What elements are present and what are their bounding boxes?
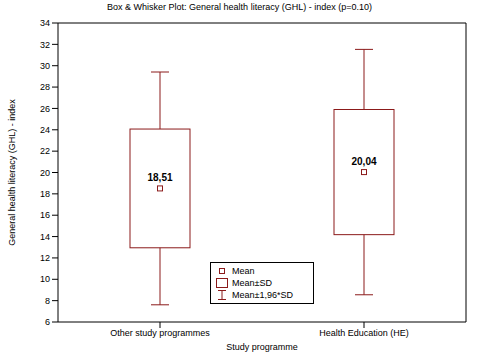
svg-text:6: 6 (45, 317, 50, 327)
svg-text:24: 24 (40, 125, 50, 135)
svg-text:12: 12 (40, 253, 50, 263)
svg-text:16: 16 (40, 210, 50, 220)
svg-text:Health Education (HE): Health Education (HE) (319, 328, 409, 338)
svg-text:8: 8 (45, 296, 50, 306)
svg-text:Other study programmes: Other study programmes (110, 328, 210, 338)
svg-text:20: 20 (40, 168, 50, 178)
html-text:Mean±SD: Mean±SD (232, 278, 272, 288)
svg-text:30: 30 (40, 61, 50, 71)
svg-text:26: 26 (40, 104, 50, 114)
svg-text:14: 14 (40, 232, 50, 242)
svg-text:18,51: 18,51 (147, 172, 172, 183)
svg-text:18: 18 (40, 189, 50, 199)
svg-text:10: 10 (40, 274, 50, 284)
svg-text:20,04: 20,04 (351, 156, 376, 167)
svg-text:Study programme: Study programme (226, 342, 298, 352)
html-text:Mean±1,96*SD: Mean±1,96*SD (232, 290, 293, 300)
svg-text:General health literacy (GHL): General health literacy (GHL) - index (8, 99, 17, 246)
svg-text:28: 28 (40, 82, 50, 92)
svg-text:22: 22 (40, 146, 50, 156)
html-text:Mean: Mean (232, 266, 255, 276)
html-text:Box & Whisker Plot: General he: Box & Whisker Plot: General health liter… (107, 2, 372, 12)
svg-text:34: 34 (40, 18, 50, 28)
svg-text:32: 32 (40, 40, 50, 50)
